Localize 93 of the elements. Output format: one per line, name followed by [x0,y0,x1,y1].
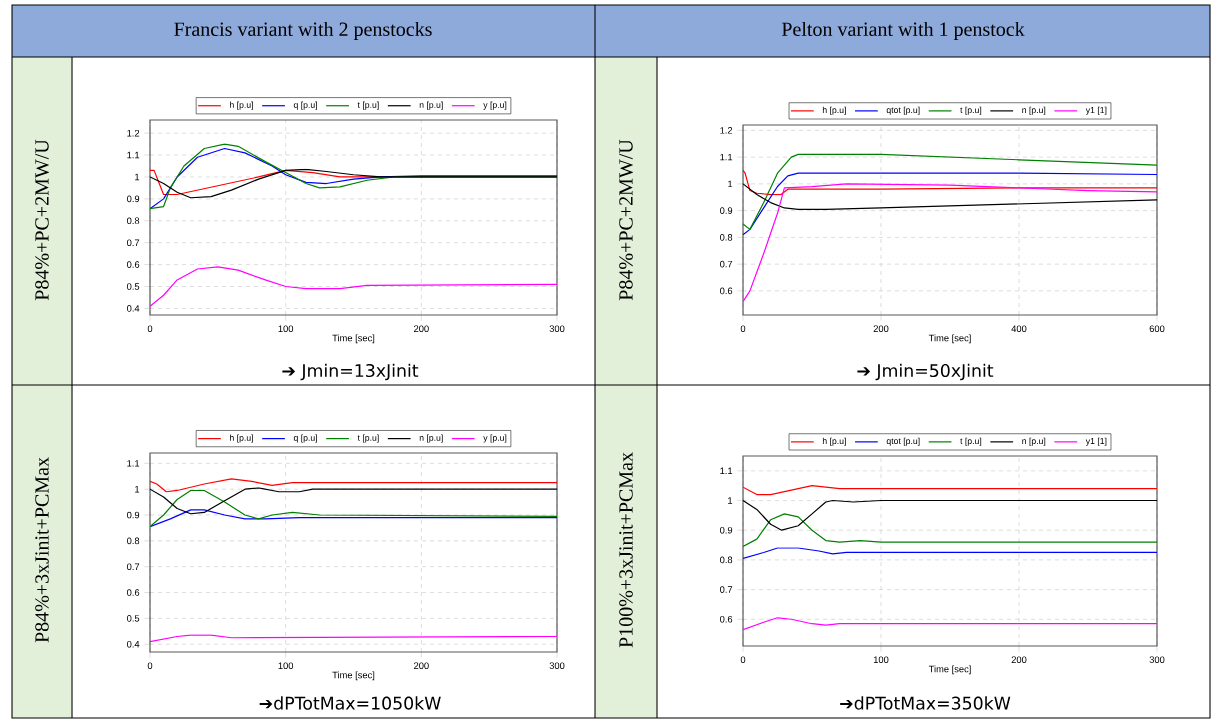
y-tick-label: 0.6 [719,287,733,295]
legend-label: n [p.u] [1022,437,1046,446]
y-tick-label: 0.5 [126,283,140,290]
x-tick-label: 100 [278,662,294,669]
x-tick-label: 200 [1011,656,1027,663]
y-tick-label: 0.9 [126,195,140,203]
y-tick-label: 0.5 [126,615,140,622]
text: ➔ Jmin=13xJinit [282,363,419,381]
legend-label: n [p.u] [419,101,443,110]
x-axis-title: Time [sec] [332,334,375,344]
legend-label: t [p.u] [960,437,982,446]
y-tick-label: 0.4 [126,305,140,312]
line-series [150,478,558,493]
y-tick-label: 0.9 [126,511,140,519]
x-tick-label: 0 [147,662,153,669]
x-axis-title: Time [sec] [928,665,971,675]
y-tick-label: 0.8 [719,556,733,564]
chart-title: Francis variant with 2 penstocks [174,21,432,41]
y-tick-label: 1.1 [720,153,733,161]
legend-label: y [p.u] [483,101,507,110]
y-tick-label: 1.2 [127,129,140,137]
legend-label: h [p.u] [822,106,846,115]
y-tick-label: 0.9 [719,207,733,214]
x-tick-label: 0 [147,325,153,332]
y-tick-label: 1 [728,180,733,188]
x-tick-label: 300 [549,662,565,669]
y-tick-label: 0.8 [126,537,140,545]
legend-label: q [p.u] [293,101,317,110]
y-tick-label: 0.7 [719,260,733,268]
legend-label: q [p.u] [293,434,317,443]
chart-title: Pelton variant with 1 penstock [781,21,1025,41]
y-tick-label: 1.1 [127,151,140,159]
y-tick-label: 0.8 [719,234,733,241]
text: ➔dPTotMax=1050kW [259,696,441,710]
x-tick-label: 200 [414,662,429,669]
x-tick-label: 100 [278,325,294,332]
x-tick-label: 300 [1149,656,1165,663]
y-axis-title: P100%+3xJinit+PCMax [619,452,633,648]
x-tick-label: 0 [740,325,746,332]
y-tick-label: 0.7 [126,239,140,246]
legend-label: qtot [p.u] [886,106,920,115]
y-tick-label: 1.1 [127,460,140,467]
text: ➔dPTotMax=350kW [840,696,1011,710]
line-series [150,509,558,528]
legend-label: y1 [1] [1085,106,1107,115]
y-axis-title: P84%+PC+2MW/U [619,139,633,301]
legend-label: h [p.u] [822,437,846,446]
y-tick-label: 1.2 [720,127,733,134]
legend-label: n [p.u] [1022,106,1046,115]
line-series [150,489,558,528]
x-axis-title: Time [sec] [928,334,971,344]
legend-label: h [p.u] [230,434,253,443]
x-tick-label: 100 [873,656,889,663]
y-tick-label: 0.7 [719,586,733,593]
x-tick-label: 600 [1149,325,1165,332]
line-series [743,153,1157,230]
legend-label: h [p.u] [230,101,253,110]
x-axis-title: Time [sec] [332,671,375,681]
y-tick-label: 1 [135,173,140,181]
x-tick-label: 200 [414,325,429,332]
line-series [743,547,1157,559]
line-series [150,634,558,643]
y-tick-label: 0.6 [126,589,140,596]
y-tick-label: 0.6 [719,615,733,623]
y-tick-label: 1.1 [720,467,733,475]
legend-label: qtot [p.u] [886,437,920,446]
y-tick-label: 1 [728,497,733,504]
y-tick-label: 0.7 [126,563,140,570]
x-tick-label: 400 [1011,325,1027,332]
line-series [150,266,558,307]
x-tick-label: 200 [873,325,889,332]
legend-label: t [p.u] [357,434,379,443]
legend-label: t [p.u] [357,101,379,110]
y-tick-label: 0.8 [126,217,140,225]
legend-label: t [p.u] [960,106,982,115]
y-tick-label: 0.9 [719,526,733,534]
y-tick-label: 0.4 [126,640,140,648]
legend-label: n [p.u] [419,434,443,443]
line-series [743,172,1157,236]
legend-label: y [p.u] [483,434,507,443]
y-tick-label: 0.6 [126,261,140,268]
y-axis-title: P84%+PC+2MW/U [35,139,49,301]
legend-label: y1 [1] [1085,437,1107,446]
line-series [743,169,1157,196]
y-tick-label: 1 [135,485,140,493]
text: ➔ Jmin=50xJinit [857,363,994,381]
y-axis-title: P84%+3xJinit+PCMax [35,457,49,643]
line-series [150,487,558,515]
line-series [743,617,1157,631]
line-series [743,513,1157,548]
x-tick-label: 300 [549,325,565,332]
x-tick-label: 0 [740,656,746,663]
line-series [743,499,1157,531]
